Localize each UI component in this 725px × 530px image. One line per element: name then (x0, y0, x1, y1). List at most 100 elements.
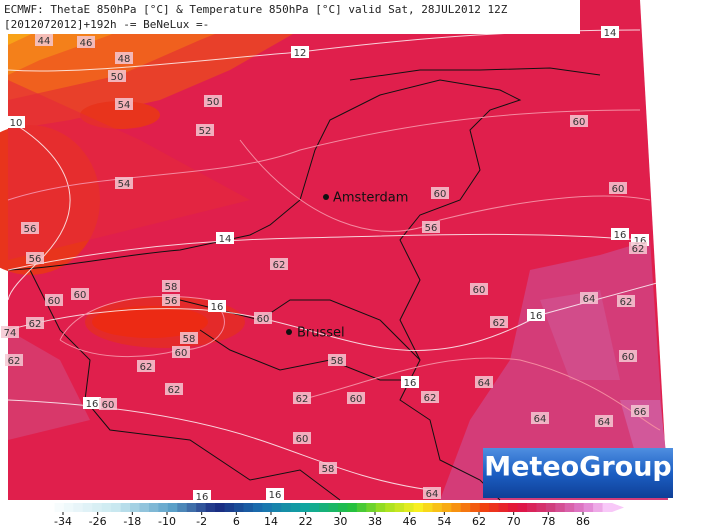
label-box (580, 292, 598, 304)
colorbar-label: 54 (437, 515, 451, 528)
label-box (1, 326, 19, 338)
header-line: [2012072012]+192h -= BeNeLux =- (4, 18, 209, 31)
colorbar-swatch (451, 503, 462, 512)
contour-label: 58 (165, 282, 178, 293)
contour-label: 16 (614, 230, 627, 241)
colorbar-swatch (290, 503, 301, 512)
colorbar-swatch (441, 503, 452, 512)
label-box (270, 258, 288, 270)
colorbar-swatch (536, 503, 547, 512)
colorbar-swatch (432, 503, 443, 512)
contour-label: 62 (273, 260, 286, 271)
colorbar-label: 78 (541, 515, 555, 528)
colorbar-swatch (593, 503, 604, 512)
colorbar-label: 62 (472, 515, 486, 528)
colorbar-swatch (120, 503, 131, 512)
city-label: Amsterdam (333, 191, 408, 206)
contour-label: 52 (199, 126, 212, 137)
colorbar-swatch (356, 503, 367, 512)
contour-label: 64 (534, 414, 547, 425)
colorbar-swatch (158, 503, 169, 512)
colorbar-swatch (337, 503, 348, 512)
colorbar-swatch (111, 503, 122, 512)
label-box (421, 391, 439, 403)
header-line: ECMWF: ThetaE 850hPa [°C] & Temperature … (4, 3, 508, 16)
colorbar-swatch (101, 503, 112, 512)
label-box (570, 115, 588, 127)
label-box (475, 376, 493, 388)
contour-label: 56 (29, 254, 42, 265)
colorbar-label: 38 (368, 515, 382, 528)
label-box (45, 294, 63, 306)
borders (7, 67, 601, 501)
contour-label: 56 (425, 223, 438, 234)
label-box (347, 392, 365, 404)
contour-label: 62 (296, 394, 309, 405)
label-box (611, 228, 629, 240)
label-box (115, 177, 133, 189)
colorbar-swatch (167, 503, 178, 512)
label-box (77, 36, 95, 48)
contour-label: 54 (118, 100, 131, 111)
label-box (7, 116, 25, 128)
contour-label: 64 (583, 294, 596, 305)
colorbar-swatch (54, 503, 65, 512)
label-box (162, 294, 180, 306)
label-box (115, 52, 133, 64)
contour-label: 16 (269, 490, 282, 501)
label-box (291, 46, 309, 58)
contour-label: 58 (322, 464, 335, 475)
thetae-contours (7, 109, 661, 431)
label-box (204, 95, 222, 107)
contour-label: 60 (257, 314, 270, 325)
contour-label: 12 (294, 48, 307, 59)
label-box (208, 300, 226, 312)
contour-label: 62 (424, 393, 437, 404)
colorbar-label: 46 (403, 515, 417, 528)
contour-label: 60 (434, 189, 447, 200)
contour-label: 14 (604, 28, 617, 39)
colorbar-arrow (612, 503, 624, 512)
contour-label: 60 (473, 285, 486, 296)
label-box (293, 392, 311, 404)
contour-label: 64 (478, 378, 491, 389)
label-box (35, 34, 53, 46)
colorbar-swatch (45, 503, 55, 512)
contour-label: 60 (102, 400, 115, 411)
contour-label: 46 (80, 38, 93, 49)
colorbar-label: 6 (233, 515, 240, 528)
colorbar-label: -26 (89, 515, 107, 528)
label-box (490, 316, 508, 328)
colorbar-swatch (82, 503, 93, 512)
contour-label: 64 (598, 417, 611, 428)
label-box (328, 354, 346, 366)
colorbar-label: 86 (576, 515, 590, 528)
colorbar-swatch (508, 503, 518, 512)
label-box (422, 221, 440, 233)
colorbar-label: -34 (54, 515, 72, 528)
colorbar-swatch (92, 503, 103, 512)
contour-label: 58 (331, 356, 344, 367)
colorbar-swatch (148, 503, 159, 512)
colorbar-swatch (366, 503, 377, 512)
contour-label: 48 (118, 54, 131, 65)
label-box (196, 124, 214, 136)
city-dot (286, 329, 292, 335)
colorbar-swatch (583, 503, 594, 512)
label-box (172, 346, 190, 358)
colorbar-swatch (394, 503, 405, 512)
contour-label: 60 (622, 352, 635, 363)
colorbar-swatch (423, 503, 433, 512)
colorbar-swatch (413, 503, 424, 512)
contour-label: 50 (207, 97, 220, 108)
colorbar-swatch (498, 503, 509, 512)
contour-label: 16 (86, 399, 99, 410)
logo-box (483, 448, 673, 498)
colorbar-swatch (243, 503, 254, 512)
colorbar-label: -10 (158, 515, 176, 528)
colorbar-swatch (177, 503, 188, 512)
colorbar-swatch (130, 503, 140, 512)
contour-label: 62 (168, 385, 181, 396)
colorbar-swatch (196, 503, 207, 512)
